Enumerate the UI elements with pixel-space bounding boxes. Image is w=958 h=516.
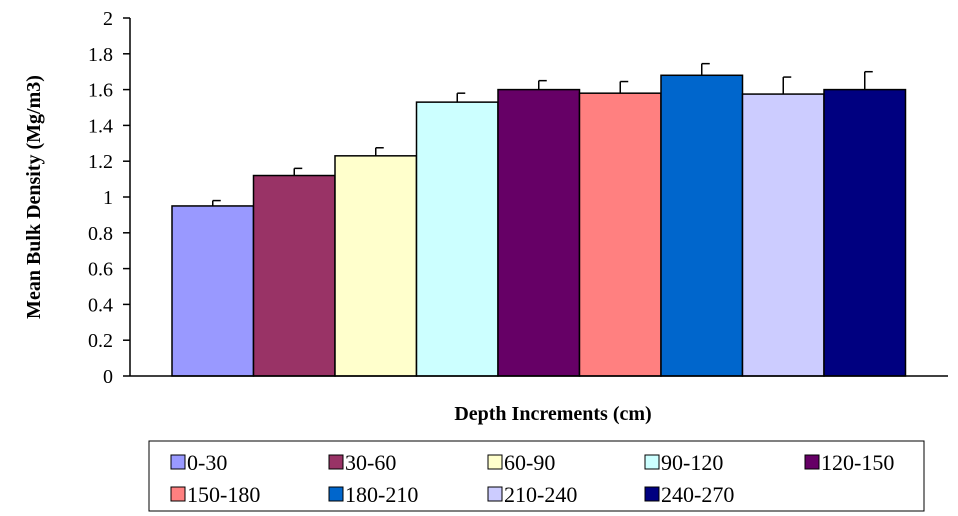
legend-swatch-240-270	[644, 486, 660, 502]
legend-label-30-60: 30-60	[345, 450, 396, 475]
y-tick-label: 0.2	[88, 330, 113, 352]
legend-swatch-0-30	[170, 454, 186, 470]
y-tick-label: 1.4	[88, 115, 113, 137]
legend-label-180-210: 180-210	[345, 482, 418, 507]
y-tick-label: 1.8	[88, 44, 113, 66]
legend-label-240-270: 240-270	[661, 482, 734, 507]
legend-label-90-120: 90-120	[661, 450, 723, 475]
legend-swatch-30-60	[328, 454, 344, 470]
y-tick-label: 0.8	[88, 223, 113, 245]
y-tick-label: 0.4	[88, 294, 113, 316]
y-tick-label: 1.2	[88, 151, 113, 173]
legend-swatch-150-180	[170, 486, 186, 502]
bar-210-240	[741, 93, 825, 377]
bar-30-60	[252, 174, 336, 377]
legend-swatch-90-120	[644, 454, 660, 470]
y-axis-title: Mean Bulk Density (Mg/m3)	[23, 75, 45, 319]
legend-swatch-180-210	[328, 486, 344, 502]
legend-label-0-30: 0-30	[187, 450, 227, 475]
legend-swatch-120-150	[804, 454, 820, 470]
bar-240-270	[823, 88, 907, 377]
y-axis-ticks: 0 0.2 0.4 0.6 0.8 1 1.2 1.4 1.6 1.8 2	[88, 8, 130, 388]
legend-label-150-180: 150-180	[187, 482, 260, 507]
y-tick-label: 1	[103, 187, 113, 209]
bar-150-180	[578, 92, 662, 377]
bar-180-210	[660, 74, 744, 377]
legend: 0-30 30-60 60-90 90-120 120-150 150-180 180-21…	[148, 440, 925, 512]
bar-120-150	[497, 88, 581, 377]
legend-swatch-60-90	[487, 454, 503, 470]
bar-90-120	[415, 101, 499, 377]
x-axis-title: Depth Increments (cm)	[454, 403, 651, 425]
legend-label-210-240: 210-240	[504, 482, 577, 507]
legend-swatch-210-240	[487, 486, 503, 502]
bars	[171, 62, 907, 377]
y-tick-label: 2	[103, 8, 113, 30]
y-tick-label: 1.6	[88, 80, 113, 102]
legend-label-60-90: 60-90	[504, 450, 555, 475]
y-tick-label: 0.6	[88, 259, 113, 281]
y-tick-label: 0	[103, 366, 113, 388]
legend-frame	[148, 440, 925, 512]
bar-60-90	[334, 155, 418, 377]
legend-label-120-150: 120-150	[821, 450, 894, 475]
bar-0-30	[171, 205, 255, 377]
